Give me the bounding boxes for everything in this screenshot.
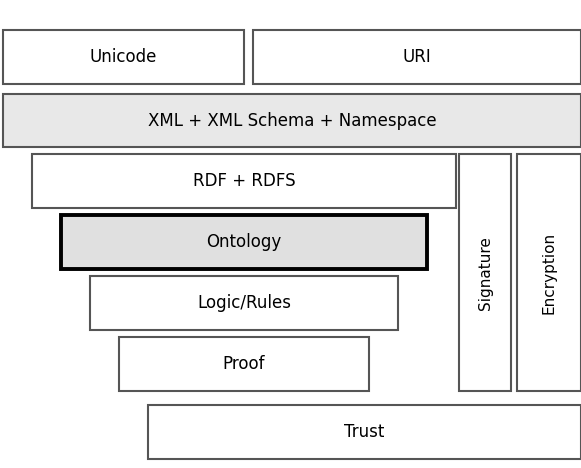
- FancyBboxPatch shape: [517, 154, 581, 391]
- Text: RDF + RDFS: RDF + RDFS: [193, 172, 295, 190]
- FancyBboxPatch shape: [32, 154, 456, 208]
- FancyBboxPatch shape: [459, 154, 511, 391]
- Text: Logic/Rules: Logic/Rules: [197, 294, 291, 312]
- Text: URI: URI: [403, 48, 431, 66]
- Text: XML + XML Schema + Namespace: XML + XML Schema + Namespace: [148, 111, 436, 130]
- FancyBboxPatch shape: [253, 30, 581, 84]
- Text: Proof: Proof: [223, 355, 266, 373]
- Text: Trust: Trust: [345, 423, 385, 441]
- Text: Encryption: Encryption: [541, 232, 557, 314]
- FancyBboxPatch shape: [3, 30, 244, 84]
- Text: Signature: Signature: [478, 236, 493, 309]
- FancyBboxPatch shape: [148, 405, 581, 459]
- FancyBboxPatch shape: [119, 337, 369, 391]
- FancyBboxPatch shape: [3, 94, 581, 147]
- Text: Unicode: Unicode: [90, 48, 157, 66]
- FancyBboxPatch shape: [90, 276, 398, 330]
- FancyBboxPatch shape: [61, 215, 427, 269]
- Text: Ontology: Ontology: [206, 233, 282, 251]
